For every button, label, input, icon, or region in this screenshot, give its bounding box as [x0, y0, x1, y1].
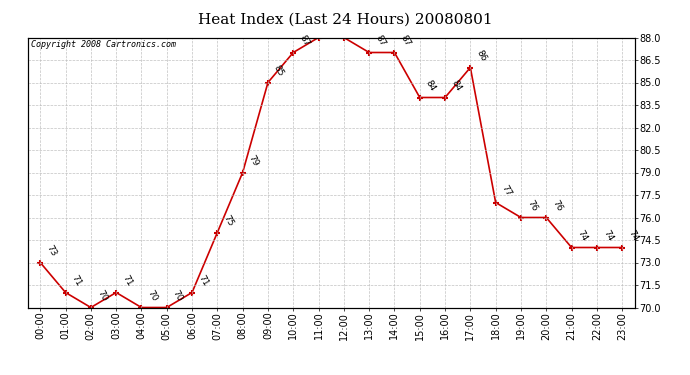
Text: 87: 87	[373, 34, 387, 48]
Text: Copyright 2008 Cartronics.com: Copyright 2008 Cartronics.com	[30, 40, 176, 49]
Text: 88: 88	[348, 19, 362, 33]
Text: Heat Index (Last 24 Hours) 20080801: Heat Index (Last 24 Hours) 20080801	[198, 13, 492, 27]
Text: 70: 70	[171, 289, 184, 303]
Text: 86: 86	[475, 49, 488, 63]
Text: 76: 76	[551, 199, 564, 213]
Text: 88: 88	[323, 19, 336, 33]
Text: 71: 71	[196, 274, 210, 288]
Text: 70: 70	[95, 289, 108, 303]
Text: 76: 76	[525, 199, 539, 213]
Text: 85: 85	[272, 64, 286, 78]
Text: 87: 87	[297, 34, 311, 48]
Text: 71: 71	[120, 274, 134, 288]
Text: 74: 74	[627, 229, 640, 243]
Text: 74: 74	[601, 229, 615, 243]
Text: 73: 73	[44, 244, 58, 258]
Text: 71: 71	[70, 274, 83, 288]
Text: 87: 87	[399, 34, 412, 48]
Text: 79: 79	[247, 154, 260, 168]
Text: 77: 77	[500, 184, 513, 198]
Text: 74: 74	[575, 229, 589, 243]
Text: 84: 84	[424, 79, 437, 93]
Text: 75: 75	[221, 214, 235, 228]
Text: 70: 70	[146, 289, 159, 303]
Text: 84: 84	[449, 79, 463, 93]
